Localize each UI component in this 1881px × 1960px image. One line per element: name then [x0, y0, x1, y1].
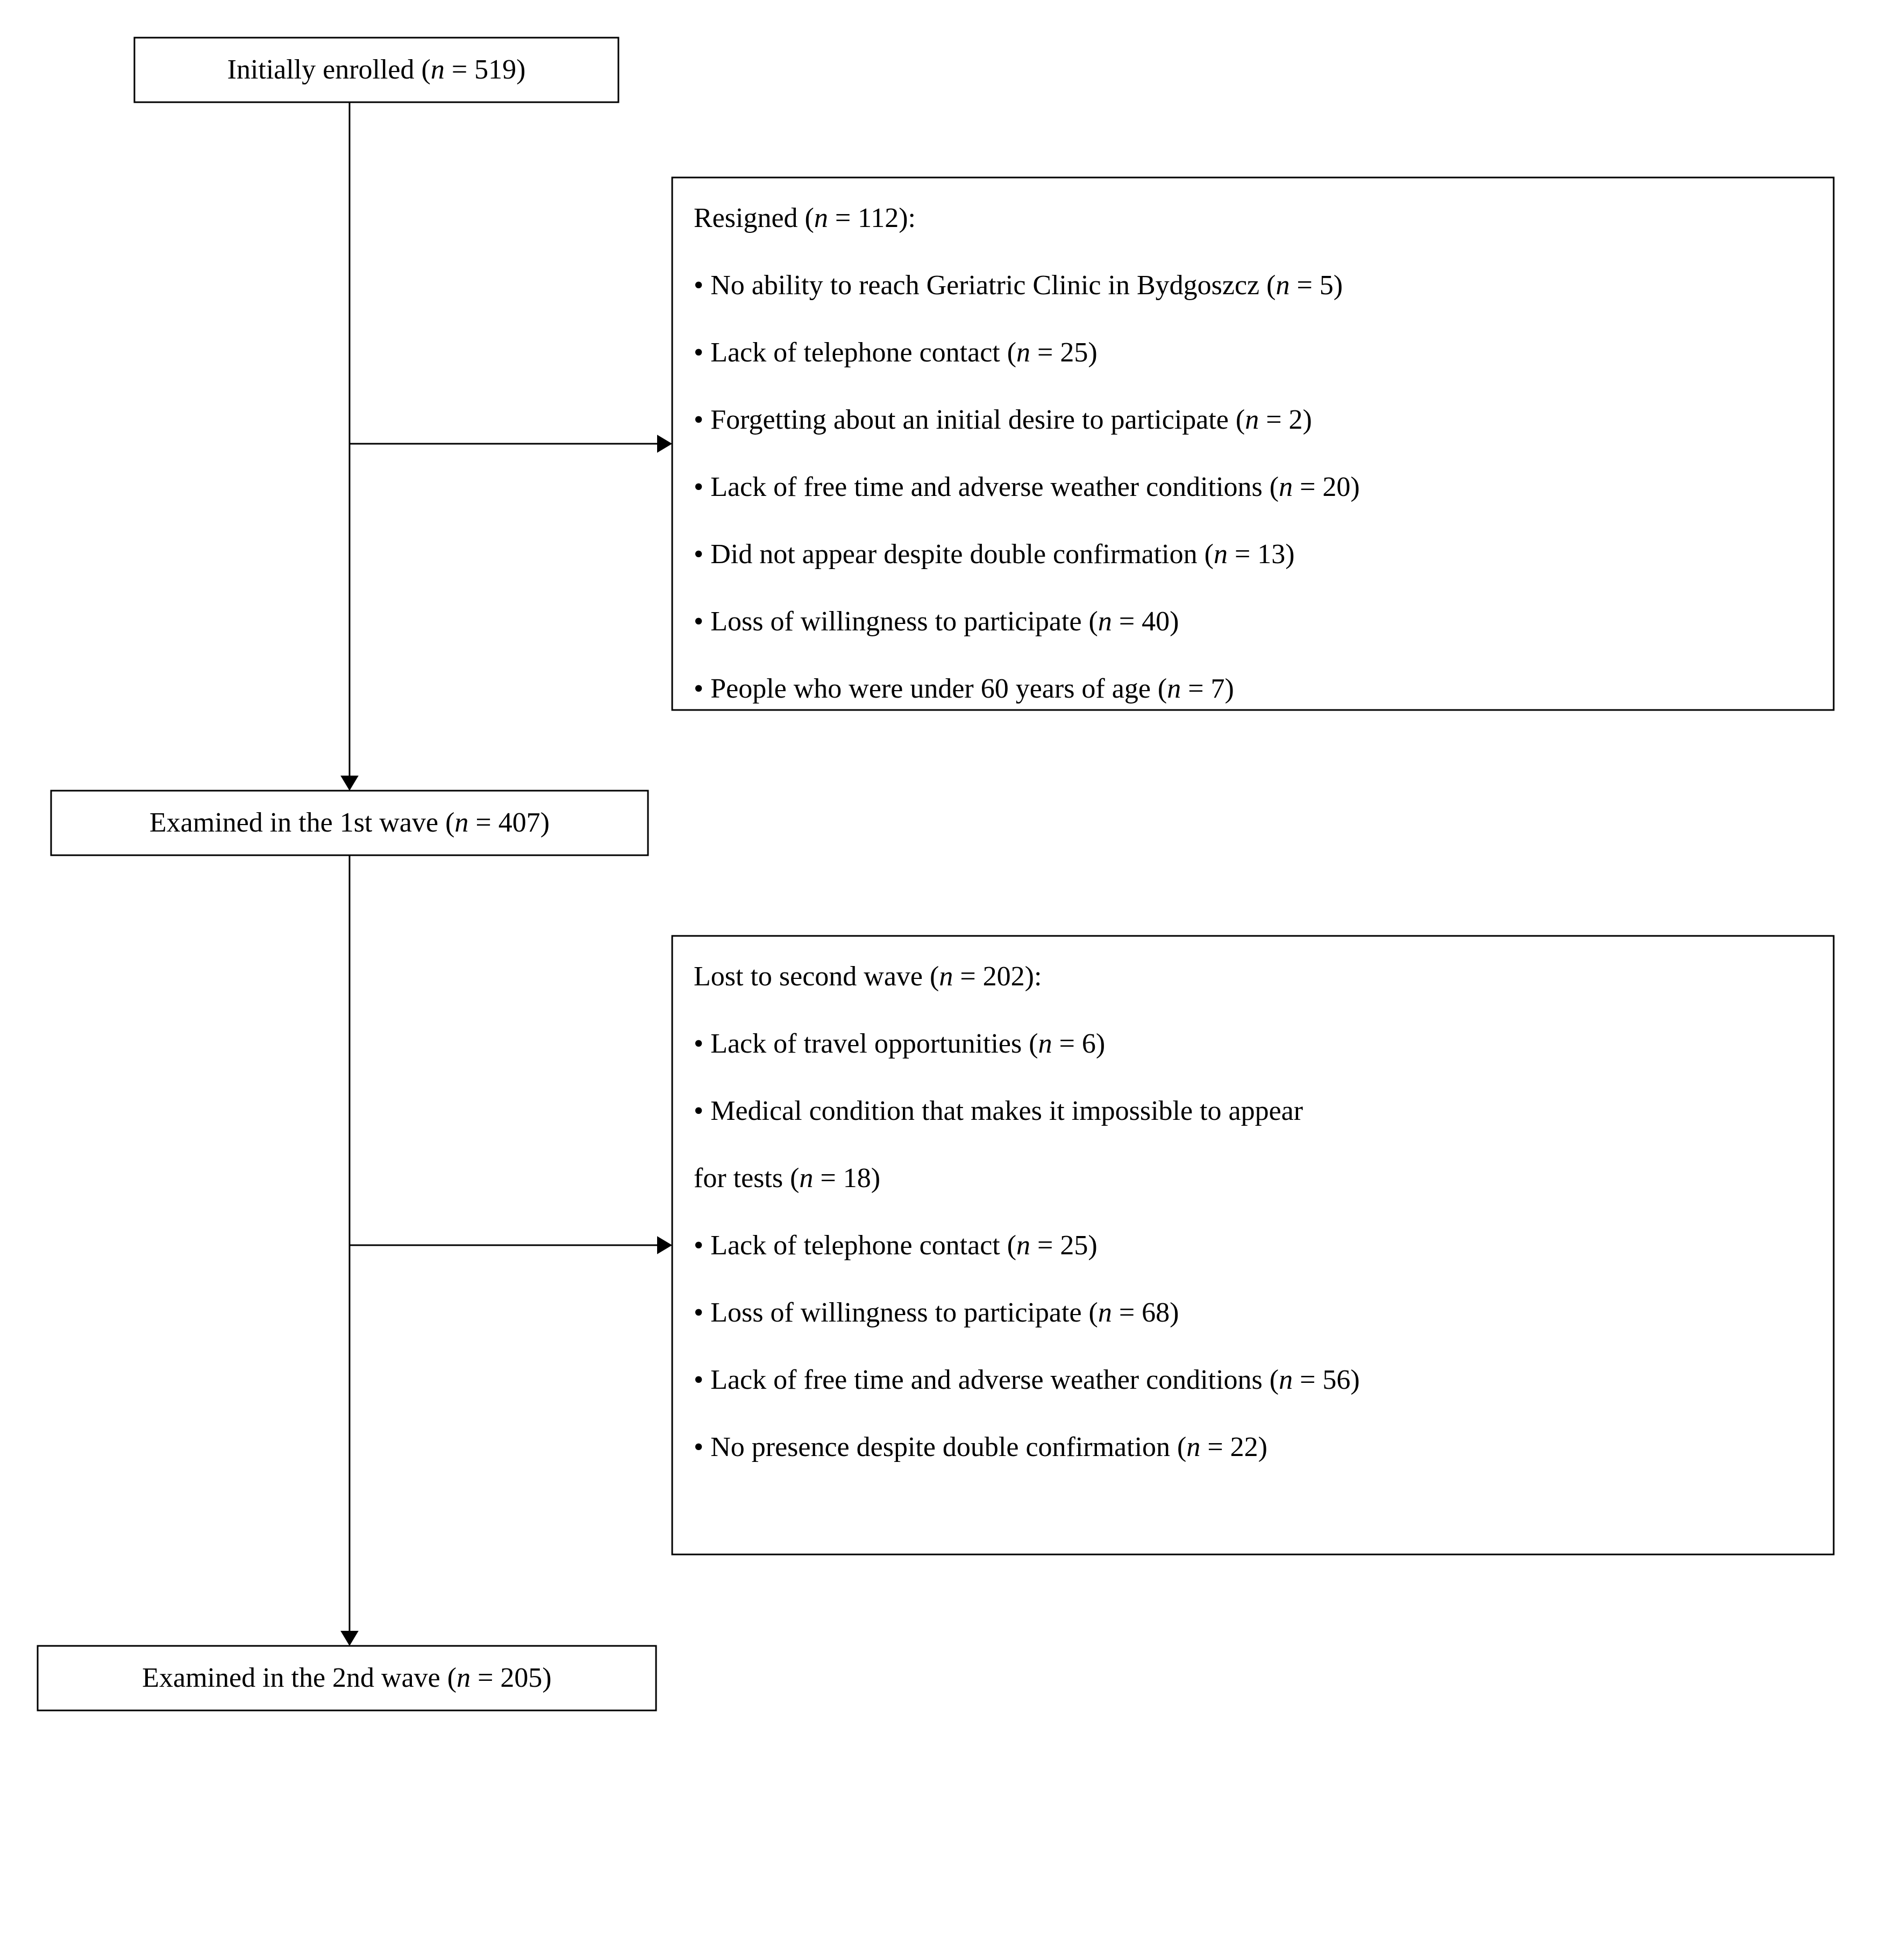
svg-text:Examined in the 2nd wave (n =: Examined in the 2nd wave (n = 205)	[142, 1663, 551, 1693]
svg-text:• People who were under 60 yea: • People who were under 60 years of age …	[694, 673, 1234, 704]
svg-text:Lost to second wave (n = 202):: Lost to second wave (n = 202):	[694, 961, 1042, 992]
svg-text:• Lack of free time and advers: • Lack of free time and adverse weather …	[694, 472, 1360, 502]
wave1-node: Examined in the 1st wave (n = 407)	[51, 791, 648, 855]
svg-text:• Lack of telephone contact (n: • Lack of telephone contact (n = 25)	[694, 1230, 1098, 1261]
svg-text:• Lack of free time and advers: • Lack of free time and adverse weather …	[694, 1365, 1360, 1395]
svg-text:• Medical condition that makes: • Medical condition that makes it imposs…	[694, 1096, 1303, 1126]
svg-text:Resigned (n = 112):: Resigned (n = 112):	[694, 203, 916, 233]
svg-text:Initially enrolled (n = 519): Initially enrolled (n = 519)	[227, 54, 526, 85]
svg-text:• Forgetting about an initial: • Forgetting about an initial desire to …	[694, 404, 1312, 435]
svg-text:• Lack of telephone contact (n: • Lack of telephone contact (n = 25)	[694, 337, 1098, 368]
flowchart: Initially enrolled (n = 519) Examined in …	[0, 0, 1881, 1960]
lost-node: Lost to second wave (n = 202): • Lack of …	[672, 936, 1834, 1554]
resigned-node: Resigned (n = 112): • No ability to reach…	[672, 177, 1834, 710]
svg-text:Examined in the 1st wave (n =: Examined in the 1st wave (n = 407)	[149, 807, 550, 838]
svg-text:• No ability to reach Geriatri: • No ability to reach Geriatric Clinic i…	[694, 270, 1343, 301]
enrolled-node: Initially enrolled (n = 519)	[134, 38, 618, 102]
svg-text:for tests (n = 18): for tests (n = 18)	[694, 1163, 880, 1194]
svg-text:• Loss of willingness to parti: • Loss of willingness to participate (n …	[694, 1297, 1179, 1328]
svg-text:• Lack of travel opportunities: • Lack of travel opportunities (n = 6)	[694, 1028, 1105, 1059]
svg-text:• No presence despite double c: • No presence despite double confirmatio…	[694, 1432, 1267, 1462]
svg-text:• Loss of willingness to parti: • Loss of willingness to participate (n …	[694, 606, 1179, 637]
wave2-node: Examined in the 2nd wave (n = 205)	[38, 1646, 656, 1710]
svg-text:• Did not appear despite doubl: • Did not appear despite double confirma…	[694, 539, 1295, 570]
